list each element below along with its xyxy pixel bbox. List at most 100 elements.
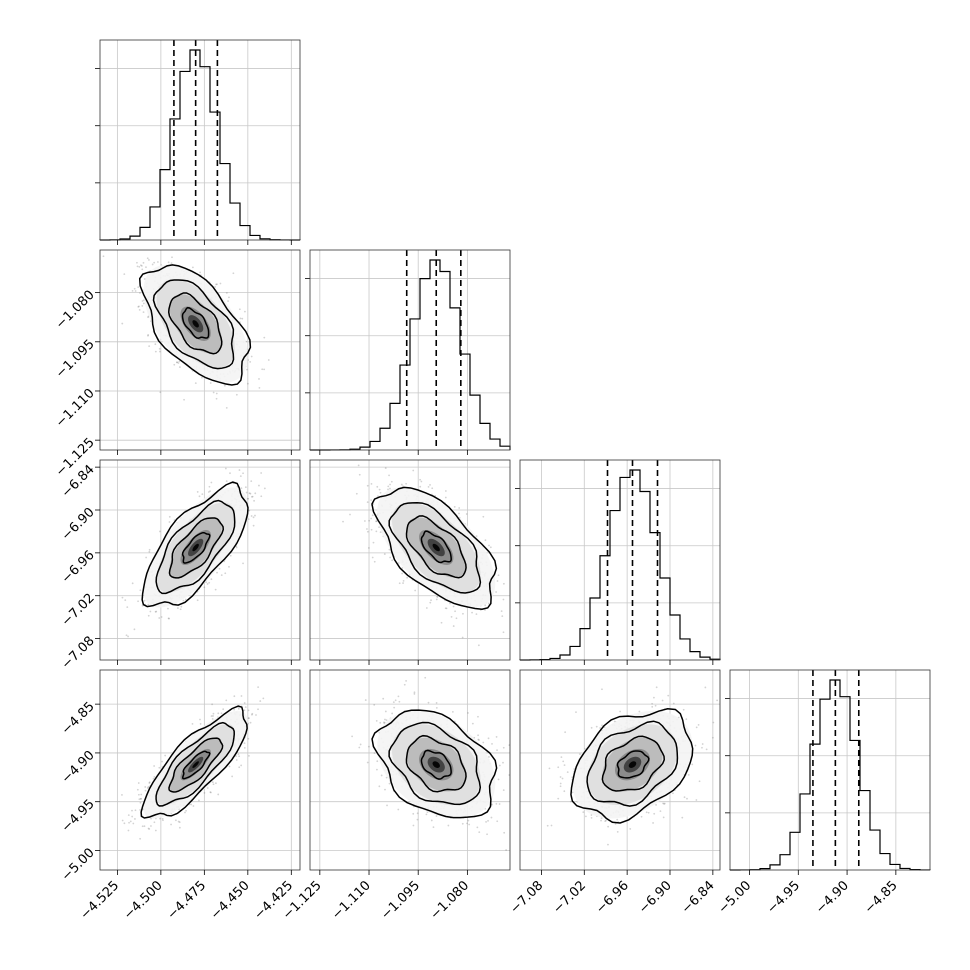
- sample-point: [366, 528, 368, 530]
- sample-point: [148, 828, 151, 830]
- sample-point: [260, 495, 263, 498]
- sample-point: [121, 596, 124, 599]
- sample-point: [242, 562, 244, 565]
- sample-point: [376, 485, 379, 488]
- sample-point: [238, 755, 241, 758]
- sample-point: [435, 598, 438, 601]
- sample-point: [502, 582, 505, 585]
- sample-point: [251, 495, 253, 498]
- sample-point: [137, 305, 140, 308]
- sample-point: [161, 760, 164, 763]
- sample-point: [147, 334, 149, 337]
- sample-point: [427, 485, 430, 488]
- sample-point: [247, 497, 250, 500]
- sample-point: [179, 608, 182, 611]
- sample-point: [136, 265, 139, 268]
- sample-point: [247, 717, 250, 720]
- sample-point: [390, 480, 393, 483]
- sample-point: [484, 604, 487, 607]
- sample-point: [134, 809, 137, 812]
- sample-point: [158, 347, 161, 350]
- sample-point: [159, 817, 161, 820]
- sample-point: [137, 600, 139, 603]
- sample-point: [141, 300, 144, 302]
- sample-point: [235, 546, 238, 549]
- sample-point: [194, 382, 197, 385]
- sample-point: [366, 484, 369, 487]
- sample-point: [248, 754, 250, 757]
- sample-point: [241, 317, 244, 320]
- sample-point: [174, 819, 177, 822]
- contour-1: [388, 501, 482, 594]
- sample-point: [134, 818, 136, 820]
- sample-point: [203, 792, 206, 794]
- sample-point: [167, 617, 170, 620]
- sample-point: [191, 722, 194, 725]
- contour-2: [167, 292, 223, 355]
- sample-point: [121, 322, 124, 325]
- sample-point: [142, 311, 145, 314]
- sample-point: [495, 591, 498, 593]
- sample-point: [151, 263, 154, 266]
- sample-point: [134, 290, 137, 292]
- sample-point: [349, 513, 351, 516]
- sample-point: [142, 261, 145, 264]
- sample-point: [475, 613, 478, 616]
- sample-point: [216, 571, 218, 574]
- sample-point: [239, 475, 242, 478]
- sample-point: [501, 615, 504, 618]
- sample-point: [497, 574, 500, 577]
- sample-point: [140, 265, 143, 267]
- density-shade-5: [432, 543, 440, 552]
- sample-point: [444, 496, 447, 499]
- sample-point: [254, 514, 256, 517]
- sample-point: [244, 310, 246, 313]
- sample-point: [177, 362, 180, 364]
- sample-point: [368, 519, 371, 522]
- sample-point: [167, 607, 169, 610]
- sample-point: [489, 546, 492, 549]
- sample-point: [366, 530, 369, 533]
- sample-point: [127, 635, 129, 638]
- sample-point: [139, 589, 142, 592]
- contour-3: [181, 306, 210, 339]
- sample-point: [159, 391, 162, 394]
- sample-point: [210, 715, 213, 717]
- sample-point: [143, 825, 146, 828]
- contour-3: [181, 531, 211, 564]
- sample-point: [180, 605, 183, 608]
- sample-point: [127, 829, 130, 832]
- sample-point: [215, 283, 217, 286]
- sample-point: [482, 515, 485, 518]
- sample-point: [267, 359, 270, 361]
- sample-point: [198, 495, 201, 498]
- sample-point: [400, 483, 403, 486]
- sample-point: [240, 764, 243, 767]
- sample-point: [143, 599, 146, 602]
- hist-step-0: [99, 49, 301, 241]
- sample-point: [425, 607, 428, 609]
- sample-point: [153, 261, 156, 264]
- sample-point: [138, 266, 141, 268]
- sample-point: [168, 515, 171, 518]
- contour-0: [141, 481, 249, 608]
- sample-point: [208, 581, 211, 584]
- sample-point: [398, 582, 401, 585]
- sample-point: [378, 488, 381, 491]
- sample-point: [458, 507, 461, 509]
- sample-point: [484, 539, 487, 542]
- density-shade-5: [192, 320, 199, 328]
- sample-point: [215, 392, 218, 395]
- sample-point: [212, 712, 215, 715]
- sample-point: [225, 406, 228, 409]
- sample-point: [182, 599, 185, 602]
- sample-point: [210, 578, 213, 581]
- sample-point: [199, 271, 201, 274]
- sample-point: [406, 576, 409, 579]
- sample-point: [388, 474, 390, 477]
- sample-point: [445, 607, 448, 610]
- sample-point: [148, 548, 151, 551]
- sample-point: [502, 598, 505, 601]
- sample-point: [102, 255, 105, 258]
- sample-point: [196, 491, 199, 493]
